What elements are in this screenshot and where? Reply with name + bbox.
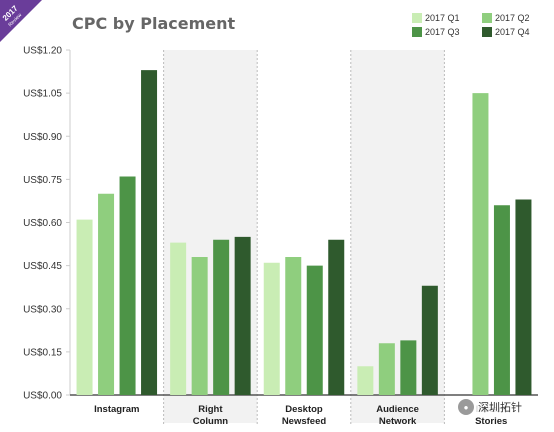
y-tick-label: US$0.15 xyxy=(23,347,62,358)
bar xyxy=(357,366,374,395)
bar xyxy=(170,242,187,395)
bar xyxy=(141,70,158,395)
y-tick-label: US$0.90 xyxy=(23,132,62,143)
chart-title: CPC by Placement xyxy=(72,14,236,33)
legend-label: 2017 Q3 xyxy=(425,27,460,37)
x-tick-label: Instagram xyxy=(94,404,139,415)
bar xyxy=(263,262,280,395)
legend-label: 2017 Q4 xyxy=(495,27,530,37)
watermark: ● 深圳拓针 xyxy=(455,398,525,416)
bar xyxy=(191,257,208,395)
bar xyxy=(119,176,136,395)
bar xyxy=(328,239,345,395)
bar xyxy=(515,199,532,395)
x-tick-label: Desktop xyxy=(285,404,323,415)
bar xyxy=(306,265,323,395)
legend-swatch xyxy=(412,13,422,23)
y-tick-label: US$0.30 xyxy=(23,304,62,315)
legend-swatch xyxy=(412,27,422,37)
x-tick-label: Audience xyxy=(376,404,419,415)
y-tick-label: US$0.60 xyxy=(23,218,62,229)
x-tick-label: Stories xyxy=(475,416,507,427)
bar xyxy=(421,285,438,395)
legend-item: 2017 Q1 xyxy=(412,13,460,23)
bar xyxy=(378,343,395,395)
y-tick-label: US$1.20 xyxy=(23,46,62,57)
bar xyxy=(76,219,93,395)
x-tick-label: Column xyxy=(193,416,229,427)
bar xyxy=(213,239,230,395)
legend-item: 2017 Q2 xyxy=(482,13,530,23)
wechat-icon: ● xyxy=(458,399,474,415)
x-tick-label: Network xyxy=(379,416,417,427)
year-review-badge: 2017 Review xyxy=(0,0,42,42)
bar xyxy=(472,93,489,395)
legend-swatch xyxy=(482,27,492,37)
y-tick-label: US$0.00 xyxy=(23,391,62,402)
legend-label: 2017 Q1 xyxy=(425,13,460,23)
legend-swatch xyxy=(482,13,492,23)
y-tick-label: US$0.45 xyxy=(23,261,62,272)
watermark-text: 深圳拓针 xyxy=(478,402,522,414)
badge-background xyxy=(0,0,42,42)
y-tick-label: US$1.05 xyxy=(23,89,62,100)
legend-item: 2017 Q3 xyxy=(412,27,460,37)
bar xyxy=(98,193,115,395)
x-tick-label: Newsfeed xyxy=(282,416,327,427)
legend-item: 2017 Q4 xyxy=(482,27,530,37)
x-tick-label: Right xyxy=(198,404,223,415)
bar xyxy=(400,340,417,395)
bar xyxy=(234,236,251,395)
y-tick-label: US$0.75 xyxy=(23,175,62,186)
legend-label: 2017 Q2 xyxy=(495,13,530,23)
bar xyxy=(285,257,302,395)
bar xyxy=(493,205,510,395)
